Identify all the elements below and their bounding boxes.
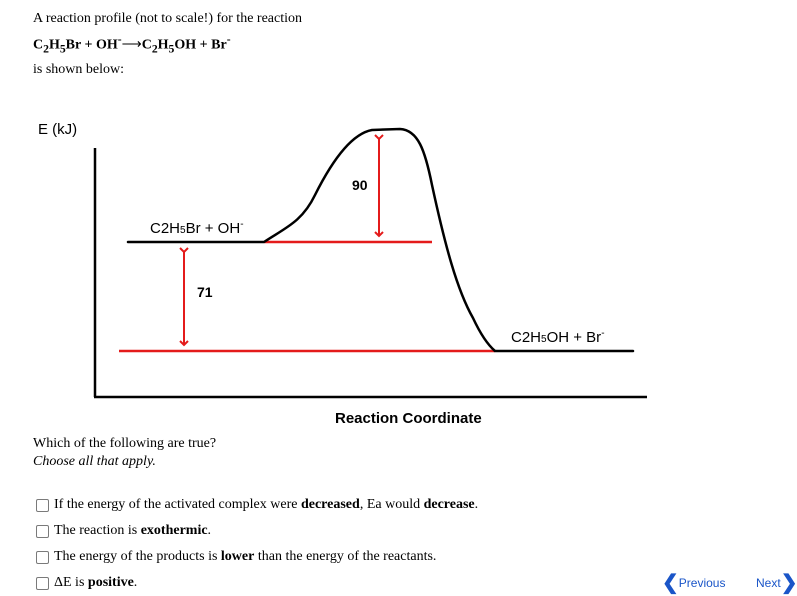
answer-option[interactable]: The energy of the products is lower than… bbox=[36, 544, 478, 570]
next-button[interactable]: Next ❯ bbox=[756, 573, 797, 593]
answer-options: If the energy of the activated complex w… bbox=[36, 492, 478, 596]
chevron-left-icon: ❮ bbox=[662, 572, 679, 594]
answer-checkbox[interactable] bbox=[36, 550, 49, 564]
intro-line-1: A reaction profile (not to scale!) for t… bbox=[33, 11, 302, 26]
energy-profile-curve bbox=[126, 127, 635, 353]
x-axis-label: Reaction Coordinate bbox=[335, 410, 482, 427]
enthalpy-change-label: 71 bbox=[197, 284, 213, 300]
answer-option[interactable]: The reaction is exothermic. bbox=[36, 518, 478, 544]
answer-option[interactable]: ΔE is positive. bbox=[36, 570, 478, 596]
answer-option-label: The energy of the products is lower than… bbox=[54, 549, 437, 564]
reaction-profile-diagram: E (kJ) Reaction Coordinate 90 71 C2H5Br … bbox=[38, 121, 647, 427]
answer-checkbox[interactable] bbox=[36, 576, 49, 590]
answer-option[interactable]: If the energy of the activated complex w… bbox=[36, 492, 478, 518]
answer-checkbox[interactable] bbox=[36, 524, 49, 538]
answer-option-label: ΔE is positive. bbox=[54, 575, 138, 590]
next-label: Next bbox=[756, 576, 781, 590]
question-instruction: Choose all that apply. bbox=[33, 454, 156, 469]
previous-button[interactable]: ❮ Previous bbox=[662, 573, 725, 593]
answer-option-label: If the energy of the activated complex w… bbox=[54, 497, 479, 512]
previous-label: Previous bbox=[678, 576, 726, 590]
reaction-arrow-icon: ⟶ bbox=[121, 37, 142, 53]
products-label: C2H5OH + Br- bbox=[511, 328, 605, 346]
answer-checkbox[interactable] bbox=[36, 498, 49, 512]
intro-line-3: is shown below: bbox=[33, 62, 124, 78]
question-text: Which of the following are true? Choose … bbox=[33, 435, 216, 471]
question-prompt: Which of the following are true? bbox=[33, 436, 217, 451]
activation-energy-label: 90 bbox=[352, 177, 368, 193]
reaction-equation: C2H5Br + OH-⟶C2H5OH + Br- bbox=[33, 33, 231, 56]
y-axis-label: E (kJ) bbox=[38, 121, 77, 138]
reactants-label: C2H5Br + OH- bbox=[150, 219, 244, 237]
question-intro: A reaction profile (not to scale!) for t… bbox=[33, 8, 302, 80]
answer-option-label: The reaction is exothermic. bbox=[54, 523, 212, 538]
chevron-right-icon: ❯ bbox=[780, 572, 797, 594]
